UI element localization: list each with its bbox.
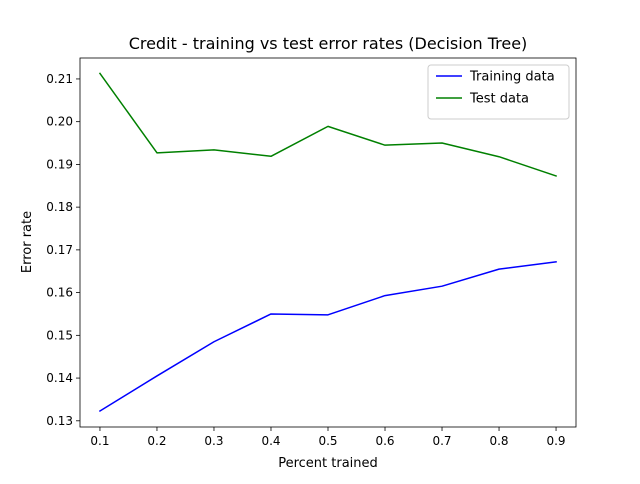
x-tick-label: 0.8 [489, 434, 508, 448]
y-tick-label: 0.18 [46, 200, 73, 214]
legend: Training data Test data [427, 64, 570, 120]
y-tick-label: 0.20 [46, 115, 73, 129]
x-tick-label: 0.7 [432, 434, 451, 448]
x-tick-label: 0.1 [90, 434, 109, 448]
x-tick-label: 0.5 [318, 434, 337, 448]
axes-frame [79, 57, 577, 428]
x-tick-label: 0.4 [261, 434, 280, 448]
x-tick-label: 0.3 [204, 434, 223, 448]
legend-label: Training data [469, 70, 555, 85]
x-tick-label: 0.2 [147, 434, 166, 448]
series-line-test [98, 72, 558, 177]
y-tick-label: 0.19 [46, 157, 73, 171]
x-axis-label: Percent trained [278, 456, 378, 471]
y-tick-label: 0.13 [46, 414, 73, 428]
y-tick-label: 0.14 [46, 371, 73, 385]
chart-title: Credit - training vs test error rates (D… [129, 34, 528, 53]
series-line-training [98, 261, 557, 413]
y-tick-label: 0.15 [46, 328, 73, 342]
x-tick-label: 0.9 [546, 434, 565, 448]
legend-box [427, 64, 570, 120]
plot-area: 0.1 0.2 0.3 0.4 0.5 0.6 0.7 0.8 0.9 0.13 0.14 0.15 0… [46, 57, 577, 448]
legend-label: Test data [469, 92, 529, 107]
x-tick-label: 0.6 [375, 434, 394, 448]
y-axis-label: Error rate [20, 211, 35, 273]
y-tick-label: 0.21 [46, 72, 73, 86]
y-tick-label: 0.16 [46, 286, 73, 300]
y-tick-label: 0.17 [46, 243, 73, 257]
